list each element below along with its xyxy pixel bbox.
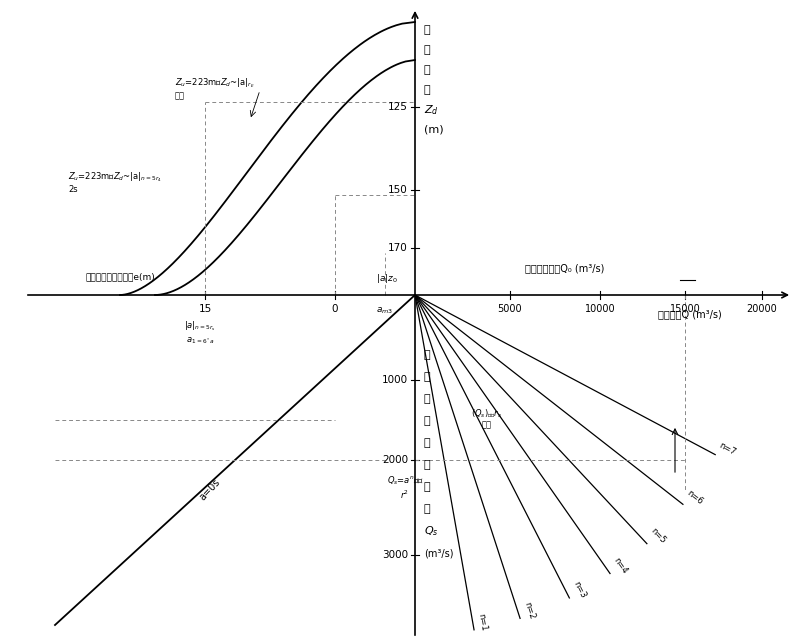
- Text: 1000: 1000: [382, 375, 408, 385]
- Text: 未孔三岗门小开高度e(m): 未孔三岗门小开高度e(m): [85, 272, 155, 281]
- Text: 20000: 20000: [746, 304, 778, 314]
- Text: $Z_u$=223m时$Z_d$~|a|$_{r_E}$
调调: $Z_u$=223m时$Z_d$~|a|$_{r_E}$ 调调: [175, 76, 254, 100]
- Text: $Z_u$=223m时$Z_d$~|a|$_{n=5r_4}$
2s: $Z_u$=223m时$Z_d$~|a|$_{n=5r_4}$ 2s: [68, 170, 162, 194]
- Text: n=4: n=4: [612, 556, 630, 575]
- Text: (m³/s): (m³/s): [424, 548, 454, 558]
- Text: n=7: n=7: [718, 440, 737, 457]
- Text: 泸: 泸: [424, 460, 430, 470]
- Text: n=3: n=3: [571, 580, 587, 600]
- Text: 5000: 5000: [498, 304, 522, 314]
- Text: 2000: 2000: [382, 455, 408, 465]
- Text: 流: 流: [424, 482, 430, 492]
- Text: $a_{1=6^*a}$: $a_{1=6^*a}$: [186, 335, 214, 345]
- Text: a=0s: a=0s: [198, 477, 222, 503]
- Text: n=5: n=5: [649, 527, 667, 546]
- Text: 泸: 泸: [424, 394, 430, 404]
- Text: 下: 下: [424, 438, 430, 448]
- Text: 上: 上: [424, 25, 430, 35]
- Text: $|a|z_0$: $|a|z_0$: [376, 272, 398, 285]
- Text: 水: 水: [424, 65, 430, 75]
- Text: n=1: n=1: [476, 613, 488, 632]
- Text: 15: 15: [198, 304, 212, 314]
- Text: 内: 内: [424, 350, 430, 360]
- Text: 10000: 10000: [585, 304, 615, 314]
- Text: $Q_s$=$a^n$内孔
$r^2$: $Q_s$=$a^n$内孔 $r^2$: [386, 475, 423, 502]
- Text: 表孔泸水流量Q₀ (m³/s): 表孔泸水流量Q₀ (m³/s): [526, 263, 605, 273]
- Text: 位: 位: [424, 85, 430, 95]
- Text: 量: 量: [424, 504, 430, 514]
- Text: 总水流量Q (m³/s): 总水流量Q (m³/s): [658, 309, 722, 319]
- Text: $Z_d$: $Z_d$: [424, 103, 439, 117]
- Text: 孔: 孔: [424, 372, 430, 382]
- Text: 150: 150: [388, 185, 408, 195]
- Text: n=6: n=6: [685, 488, 705, 506]
- Text: 游: 游: [424, 45, 430, 55]
- Text: 125: 125: [388, 102, 408, 112]
- Text: $a_{m3}$: $a_{m3}$: [377, 306, 394, 316]
- Text: (m): (m): [424, 125, 444, 135]
- Text: n=2: n=2: [522, 601, 536, 620]
- Text: 15000: 15000: [670, 304, 700, 314]
- Text: $|a|_{n=5r_s}$: $|a|_{n=5r_s}$: [184, 319, 216, 332]
- Text: 3000: 3000: [382, 550, 408, 560]
- Text: 水: 水: [424, 416, 430, 426]
- Text: 0: 0: [332, 304, 338, 314]
- Text: $(Q_s)_{内孔}r_s$
求得: $(Q_s)_{内孔}r_s$ 求得: [471, 407, 502, 429]
- Text: 170: 170: [388, 243, 408, 253]
- Text: $Q_s$: $Q_s$: [424, 524, 438, 538]
